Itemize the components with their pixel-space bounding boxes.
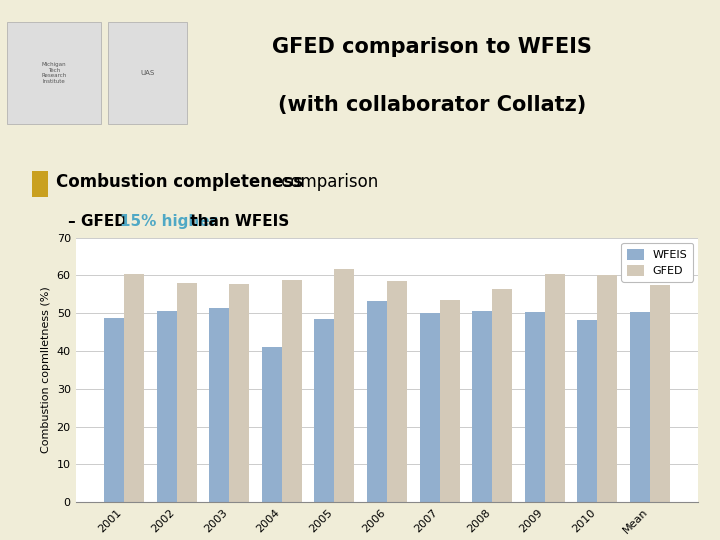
Bar (440, 300, 459, 502)
Bar (630, 312, 650, 502)
Bar (472, 311, 492, 502)
Bar (650, 285, 670, 502)
Text: 15% higher: 15% higher (120, 214, 217, 230)
Bar (387, 281, 407, 502)
Bar (156, 310, 176, 502)
Bar (108, 22, 187, 124)
Bar (525, 312, 545, 502)
Bar (492, 289, 512, 502)
Bar (262, 347, 282, 502)
Legend: WFEIS, GFED: WFEIS, GFED (621, 243, 693, 281)
Text: comparison: comparison (276, 173, 378, 191)
Bar (176, 284, 197, 502)
Bar (209, 308, 229, 502)
Bar (124, 274, 144, 502)
Bar (104, 318, 124, 502)
Bar (367, 301, 387, 502)
Bar (420, 313, 440, 502)
Text: – GFED: – GFED (68, 214, 132, 230)
Text: (with collaborator Collatz): (with collaborator Collatz) (278, 95, 586, 115)
Bar (229, 285, 249, 502)
Text: GFED comparison to WFEIS: GFED comparison to WFEIS (272, 37, 592, 57)
Bar (32, 172, 48, 197)
Bar (545, 274, 565, 502)
Bar (598, 275, 618, 502)
Text: Michigan
Tech
Research
Institute: Michigan Tech Research Institute (41, 62, 67, 84)
Bar (315, 319, 334, 502)
Text: than WFEIS: than WFEIS (185, 214, 289, 230)
Y-axis label: Combustion copmlletness (%): Combustion copmlletness (%) (41, 287, 51, 453)
Text: UAS: UAS (140, 70, 155, 76)
Bar (577, 320, 598, 502)
Text: Combustion completeness: Combustion completeness (56, 173, 303, 191)
Bar (334, 269, 354, 502)
Bar (7, 22, 101, 124)
Bar (282, 280, 302, 502)
